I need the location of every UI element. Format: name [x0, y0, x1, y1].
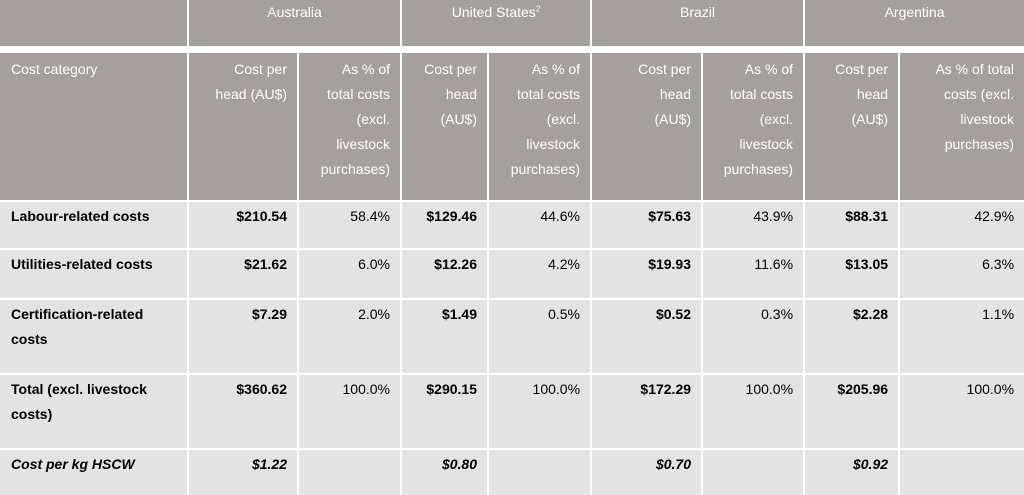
country-header-argentina: Argentina [803, 0, 1024, 46]
column-header-category: Cost category [0, 53, 189, 201]
row-label: Certification-related costs [0, 298, 189, 374]
pct-cell: 4.2% [488, 248, 593, 299]
table-row-total: Total (excl. livestock costs) $360.62 10… [0, 373, 1024, 449]
column-header-argentina-cost: Cost per head (AU$) [804, 53, 901, 201]
pct-cell [899, 448, 1024, 495]
cost-cell: $21.62 [188, 248, 299, 299]
cost-cell: $75.63 [591, 200, 704, 249]
cost-cell: $210.54 [188, 200, 299, 249]
table-row-labour: Labour-related costs $210.54 58.4% $129.… [0, 200, 1024, 249]
country-header-brazil: Brazil [590, 0, 806, 46]
cost-cell: $0.52 [591, 298, 704, 374]
pct-cell: 44.6% [488, 200, 593, 249]
cost-cell: $19.93 [591, 248, 704, 299]
row-label: Labour-related costs [0, 200, 189, 249]
pct-cell: 100.0% [298, 373, 402, 449]
column-header-row: Cost category Cost per head (AU$) As % o… [0, 53, 1024, 201]
row-label: Total (excl. livestock costs) [0, 373, 189, 449]
pct-cell [488, 448, 593, 495]
cost-cell: $1.22 [188, 448, 299, 495]
column-header-us-pct: As % of total costs (excl. livestock pur… [488, 53, 593, 201]
cost-cell: $290.15 [401, 373, 489, 449]
pct-cell: 2.0% [298, 298, 402, 374]
cost-cell: $360.62 [188, 373, 299, 449]
column-header-argentina-pct: As % of total costs (excl. livestock pur… [899, 53, 1024, 201]
table-row-cost-per-kg: Cost per kg HSCW $1.22 $0.80 $0.70 $0.92 [0, 448, 1024, 495]
table-row-utilities: Utilities-related costs $21.62 6.0% $12.… [0, 248, 1024, 299]
empty-corner-cell [0, 0, 189, 46]
header-divider [0, 46, 1024, 53]
country-header-australia: Australia [187, 0, 402, 46]
row-label: Utilities-related costs [0, 248, 189, 299]
country-name: Argentina [884, 4, 945, 20]
pct-cell: 11.6% [702, 248, 806, 299]
pct-cell: 42.9% [899, 200, 1024, 249]
pct-cell [298, 448, 402, 495]
pct-cell: 1.1% [899, 298, 1024, 374]
cost-cell: $172.29 [591, 373, 704, 449]
cost-cell: $205.96 [804, 373, 901, 449]
column-header-brazil-cost: Cost per head (AU$) [591, 53, 704, 201]
pct-cell [702, 448, 806, 495]
cost-cell: $13.05 [804, 248, 901, 299]
country-header-united-states: United States2 [400, 0, 593, 46]
column-header-australia-cost: Cost per head (AU$) [188, 53, 299, 201]
footnote-marker: 2 [535, 4, 541, 14]
column-header-australia-pct: As % of total costs (excl. livestock pur… [298, 53, 402, 201]
pct-cell: 6.0% [298, 248, 402, 299]
pct-cell: 0.3% [702, 298, 806, 374]
country-name: United States [451, 4, 536, 20]
country-header-row: Australia United States2 Brazil Argentin… [0, 0, 1024, 46]
pct-cell: 43.9% [702, 200, 806, 249]
cost-cell: $0.80 [401, 448, 489, 495]
country-name: Brazil [680, 4, 716, 20]
pct-cell: 6.3% [899, 248, 1024, 299]
cost-cell: $129.46 [401, 200, 489, 249]
pct-cell: 58.4% [298, 200, 402, 249]
cost-cell: $2.28 [804, 298, 901, 374]
pct-cell: 0.5% [488, 298, 593, 374]
pct-cell: 100.0% [899, 373, 1024, 449]
cost-cell: $0.92 [804, 448, 901, 495]
cost-cell: $0.70 [591, 448, 704, 495]
column-header-brazil-pct: As % of total costs (excl. livestock pur… [702, 53, 806, 201]
country-name: Australia [267, 4, 322, 20]
cost-cell: $12.26 [401, 248, 489, 299]
cost-cell: $7.29 [188, 298, 299, 374]
column-header-us-cost: Cost per head (AU$) [401, 53, 489, 201]
pct-cell: 100.0% [488, 373, 593, 449]
table-row-certification: Certification-related costs $7.29 2.0% $… [0, 298, 1024, 374]
cost-cell: $1.49 [401, 298, 489, 374]
row-label: Cost per kg HSCW [0, 448, 189, 495]
pct-cell: 100.0% [702, 373, 806, 449]
cost-cell: $88.31 [804, 200, 901, 249]
